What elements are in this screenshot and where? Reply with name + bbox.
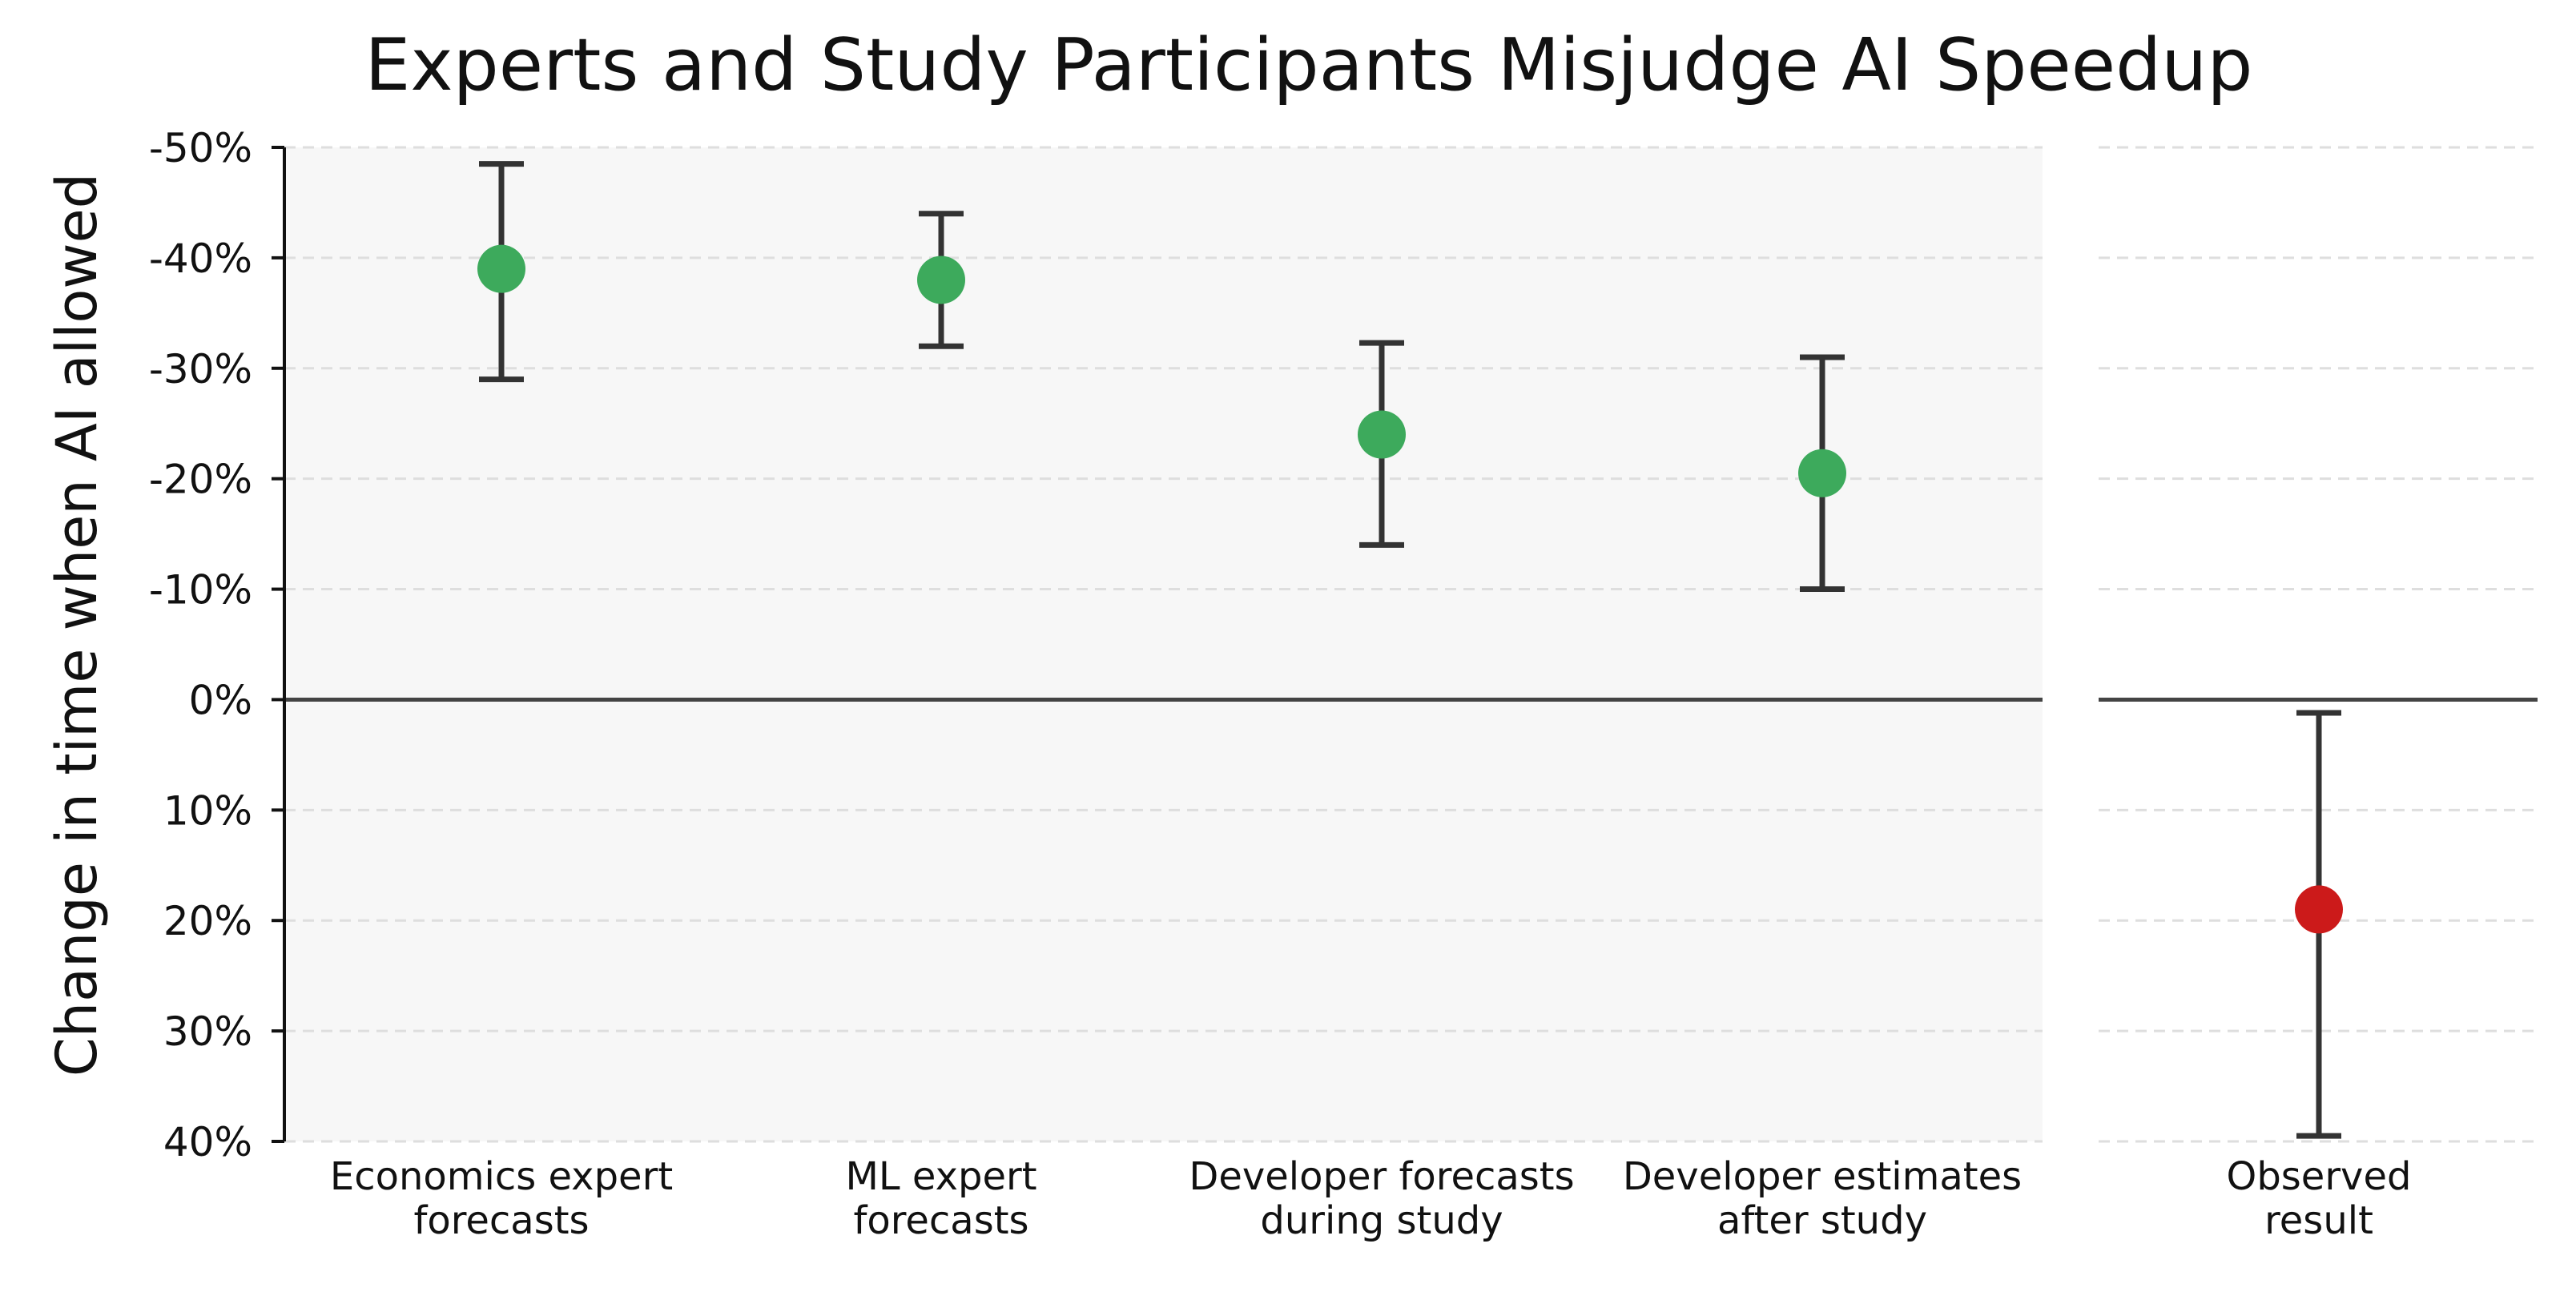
category-label: Economics expert forecasts xyxy=(330,1154,673,1243)
y-tick-label: -50% xyxy=(149,125,252,171)
data-point-marker xyxy=(477,244,525,293)
y-tick-label: 0% xyxy=(189,677,252,723)
data-point-marker xyxy=(2295,885,2343,934)
chart-title: Experts and Study Participants Misjudge … xyxy=(365,23,2253,107)
category-label: Developer forecasts during study xyxy=(1189,1154,1574,1243)
data-point-marker xyxy=(1798,449,1846,497)
forecast-panel-background xyxy=(284,147,2043,1141)
error-bar-0-2 xyxy=(1358,340,1406,548)
error-bar-0-0 xyxy=(477,161,525,383)
category-label-line: result xyxy=(2264,1198,2373,1243)
error-bar-0-1 xyxy=(917,211,965,349)
y-tick-label: -10% xyxy=(149,567,252,614)
error-bar-0-3 xyxy=(1798,354,1846,593)
data-point-marker xyxy=(917,256,965,304)
grid-lines xyxy=(284,146,2538,1143)
category-label-line: after study xyxy=(1717,1198,1927,1243)
y-tick-label: -30% xyxy=(149,346,252,392)
category-label-line: Observed xyxy=(2227,1154,2412,1199)
error-bar-1-0 xyxy=(2295,710,2343,1139)
y-tick-label: -40% xyxy=(149,235,252,282)
category-label: ML expert forecasts xyxy=(845,1154,1036,1243)
category-label-line: Developer forecasts xyxy=(1189,1154,1574,1199)
category-label-line: during study xyxy=(1260,1198,1503,1243)
data-point-marker xyxy=(1358,410,1406,459)
category-label: Developer estimates after study xyxy=(1623,1154,2022,1243)
y-ticks: -50% -40% -30% -20% -10% 0% 10% 20% 30% 40% xyxy=(149,125,284,1165)
category-label-line: forecasts xyxy=(413,1198,589,1243)
category-label: Observed result xyxy=(2227,1154,2412,1243)
data-marks xyxy=(477,161,2343,1139)
y-tick-label: 20% xyxy=(163,898,252,944)
category-label-line: Developer estimates xyxy=(1623,1154,2022,1199)
category-label-line: Economics expert xyxy=(330,1154,673,1199)
y-tick-label: -20% xyxy=(149,457,252,503)
category-label-line: ML expert xyxy=(845,1154,1036,1199)
y-tick-label: 40% xyxy=(163,1119,252,1165)
y-tick-label: 30% xyxy=(163,1008,252,1055)
y-tick-label: 10% xyxy=(163,787,252,834)
category-label-line: forecasts xyxy=(853,1198,1028,1243)
y-axis-label: Change in time when AI allowed xyxy=(44,173,110,1077)
